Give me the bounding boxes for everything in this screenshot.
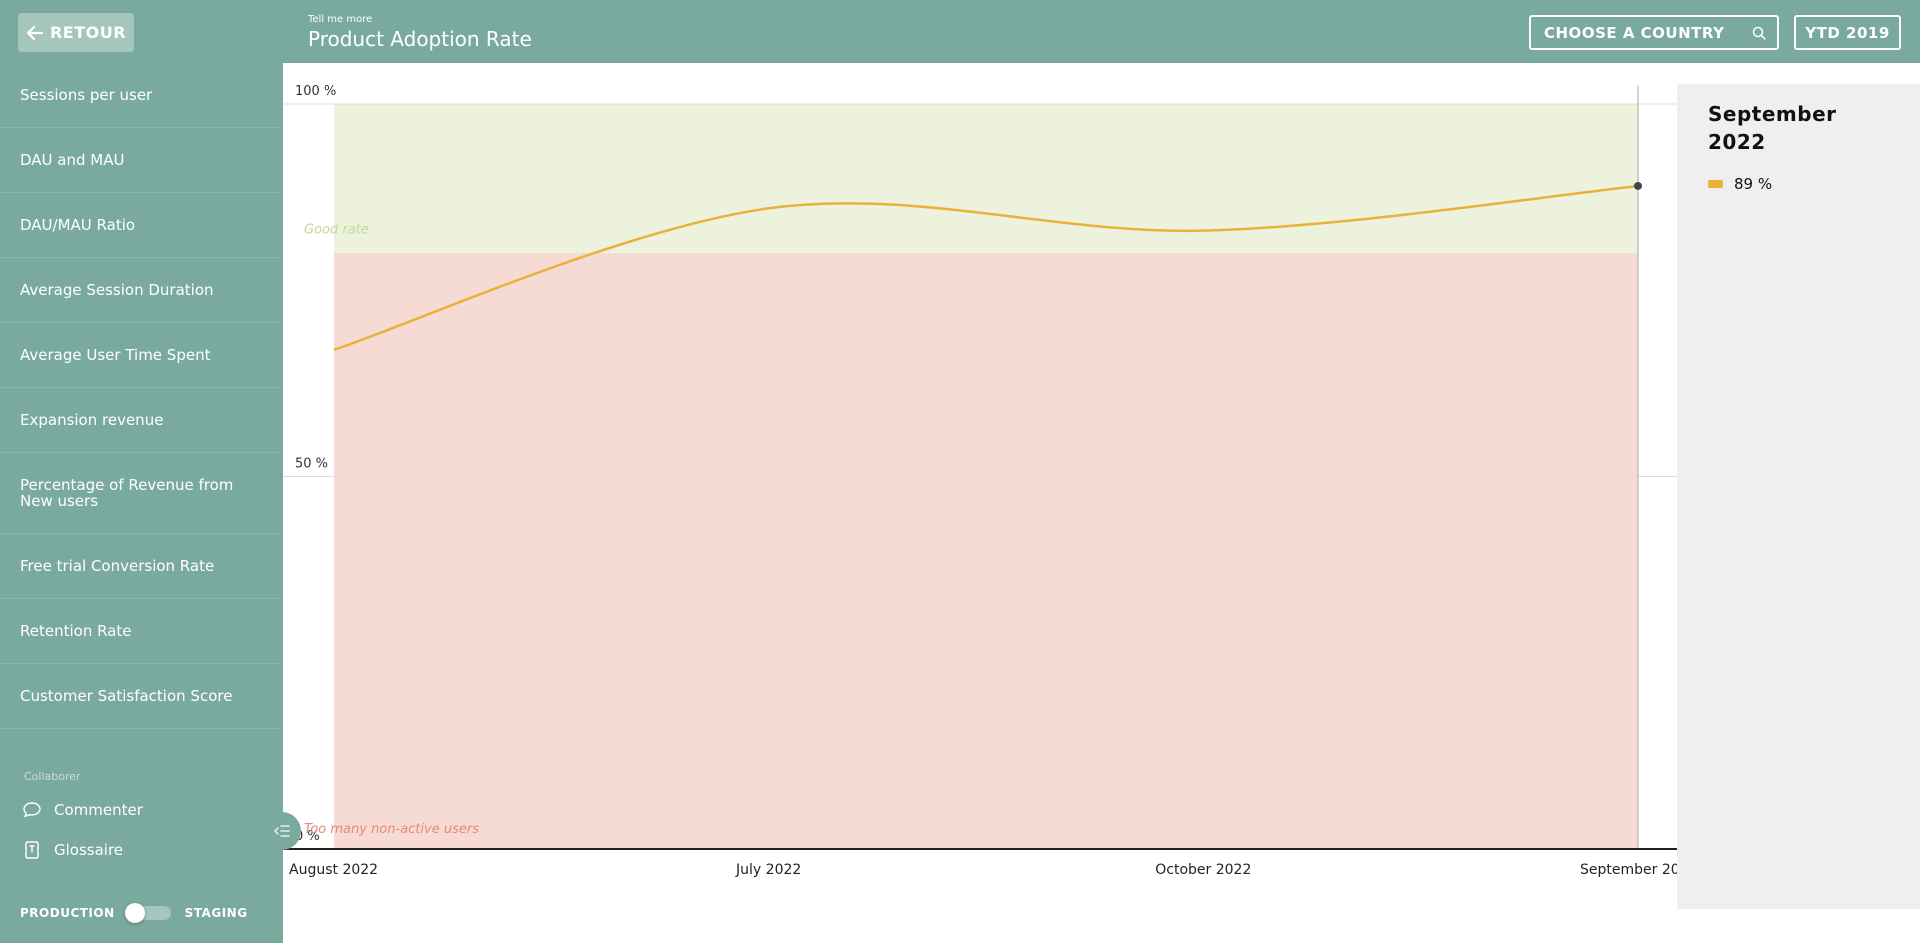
- nav-item-expansion-revenue[interactable]: Expansion revenue: [0, 388, 283, 453]
- toggle-knob: [124, 903, 145, 923]
- arrow-left-icon: [26, 25, 44, 40]
- band-0: [334, 104, 1638, 253]
- band-label: Good rate: [304, 223, 369, 238]
- band-1: [334, 253, 1638, 849]
- details-value: 89 %: [1734, 175, 1773, 193]
- nav-item-label: DAU and MAU: [20, 151, 125, 169]
- collapse-sidebar-button[interactable]: [263, 812, 301, 850]
- nav-item-label: Average User Time Spent: [20, 346, 211, 364]
- header: Tell me more Product Adoption Rate YTD 2…: [283, 0, 1920, 63]
- nav-item-label: Percentage of Revenue from New users: [20, 476, 234, 510]
- nav-item-free-trial-conversion[interactable]: Free trial Conversion Rate: [0, 534, 283, 599]
- header-subtitle: Tell me more: [308, 14, 373, 25]
- environment-switch: PRODUCTION STAGING: [20, 903, 248, 923]
- nav-item-avg-session-duration[interactable]: Average Session Duration: [0, 258, 283, 323]
- series-line-0: [333, 184, 1639, 352]
- nav-item-customer-satisfaction[interactable]: Customer Satisfaction Score: [0, 664, 283, 729]
- nav-item-label: Customer Satisfaction Score: [20, 687, 233, 705]
- kpi-nav: Sessions per user DAU and MAU DAU/MAU Ra…: [0, 63, 283, 729]
- page-title: Product Adoption Rate: [308, 27, 532, 51]
- comment-link[interactable]: Commenter: [22, 800, 143, 820]
- country-search[interactable]: [1529, 15, 1779, 50]
- nav-item-revenue-new-users[interactable]: Percentage of Revenue from New users: [0, 453, 283, 534]
- back-label: RETOUR: [49, 23, 127, 42]
- search-icon: [1752, 26, 1766, 40]
- speech-bubble-icon: [23, 802, 41, 818]
- comment-label: Commenter: [54, 801, 143, 819]
- chart-area: 100 % 50 % 0 % Good rate Too many non-active…: [283, 63, 1677, 943]
- collapse-menu-icon: [274, 825, 290, 837]
- nav-item-label: DAU/MAU Ratio: [20, 216, 136, 234]
- series-point: [1634, 181, 1642, 190]
- nav-item-label: Average Session Duration: [20, 281, 214, 299]
- y-tick-label: 100 %: [295, 84, 336, 99]
- nav-item-label: Free trial Conversion Rate: [20, 557, 215, 575]
- glossary-label: Glossaire: [54, 841, 124, 859]
- book-icon: [25, 841, 39, 859]
- x-tick-label: July 2022: [735, 862, 801, 878]
- details-value-row: 89 %: [1708, 175, 1772, 193]
- period-button[interactable]: YTD 2019: [1794, 15, 1901, 50]
- nav-item-retention-rate[interactable]: Retention Rate: [0, 599, 283, 664]
- nav-item-label: Sessions per user: [20, 86, 153, 104]
- details-panel: September 2022 89 %: [1677, 84, 1920, 909]
- band-label: Too many non-active users: [304, 822, 479, 837]
- series-swatch: [1708, 180, 1723, 188]
- adoption-rate-chart: 100 % 50 % 0 % Good rate Too many non-active…: [283, 84, 1677, 878]
- country-search-input[interactable]: [1544, 23, 1744, 42]
- nav-item-avg-user-time-spent[interactable]: Average User Time Spent: [0, 323, 283, 388]
- collab-section-title: Collaborer: [24, 770, 81, 783]
- y-tick-label: 0 %: [295, 829, 320, 844]
- nav-item-sessions-per-user[interactable]: Sessions per user: [0, 63, 283, 128]
- glossary-link[interactable]: Glossaire: [22, 840, 123, 860]
- nav-item-label: Retention Rate: [20, 622, 132, 640]
- nav-item-dau-mau-ratio[interactable]: DAU/MAU Ratio: [0, 193, 283, 258]
- env-left-label: PRODUCTION: [20, 906, 115, 920]
- environment-toggle[interactable]: [124, 903, 171, 923]
- y-tick-label: 50 %: [295, 457, 328, 472]
- back-button[interactable]: RETOUR: [18, 13, 134, 52]
- x-tick-label: August 2022: [289, 862, 378, 878]
- nav-item-dau-mau[interactable]: DAU and MAU: [0, 128, 283, 193]
- nav-item-label: Expansion revenue: [20, 411, 164, 429]
- x-tick-label: October 2022: [1155, 862, 1251, 878]
- details-title: September 2022: [1708, 102, 1837, 154]
- env-right-label: STAGING: [184, 906, 248, 920]
- sidebar: RETOUR Sessions per user DAU and MAU DAU…: [0, 0, 283, 943]
- x-tick-label: September 2022: [1580, 862, 1677, 878]
